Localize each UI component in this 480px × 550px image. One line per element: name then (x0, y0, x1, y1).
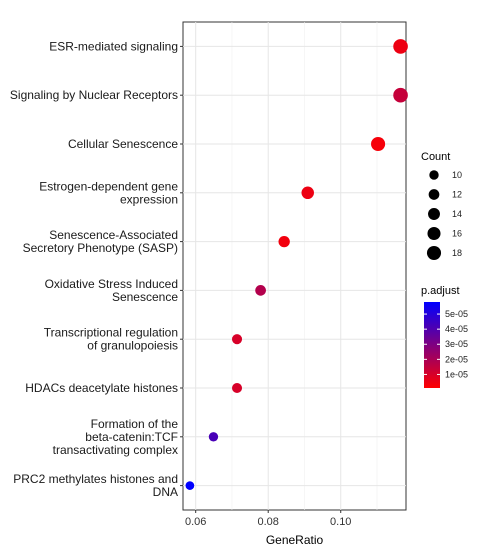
count-legend-key (427, 226, 441, 241)
x-tick-label: 0.08 (258, 516, 279, 528)
y-category-label-line: Senescence (112, 290, 178, 304)
y-category-label-line: transactivating complex (53, 443, 178, 457)
y-category-label-line: Formation of the (91, 417, 179, 431)
x-tick-label: 0.06 (185, 516, 206, 528)
y-category-label: PRC2 methylates histones and DNA (13, 472, 178, 499)
data-points (185, 39, 408, 490)
p-adjust-colorbar (424, 302, 440, 388)
y-category-label-line: expression (120, 192, 178, 206)
p-adjust-legend-label: 2e-05 (445, 354, 468, 364)
count-legend-label: 16 (452, 229, 462, 239)
y-category-label-line: Transcriptional regulation (44, 326, 178, 340)
p-adjust-legend-label: 4e-05 (445, 324, 468, 334)
y-category-label-line: DNA (153, 485, 178, 499)
count-legend-label: 14 (452, 209, 462, 219)
y-category-label: Cellular Senescence (68, 137, 178, 151)
p-adjust-legend-label: 5e-05 (445, 309, 468, 319)
count-legend-label: 12 (452, 190, 462, 200)
y-category-label-line: Senescence-Associated (49, 228, 178, 242)
data-point (231, 334, 243, 345)
y-category-label: ESR-mediated signaling (49, 39, 178, 53)
y-category-label-line: Secretory Phenotype (SASP) (23, 241, 178, 255)
y-category-label: Estrogen-dependent gene expression (39, 179, 178, 206)
count-legend-key (428, 189, 440, 200)
x-axis: 0.06 0.08 0.10 (185, 510, 351, 528)
x-tick-label: 0.10 (330, 516, 351, 528)
count-legend-key (428, 208, 440, 220)
y-category-label: Formation of the beta-catenin:TCF transact… (53, 417, 179, 457)
x-axis-title: GeneRatio (266, 533, 324, 547)
count-legend-key (426, 245, 442, 261)
data-point (371, 136, 386, 152)
y-category-label-line: Cellular Senescence (68, 137, 178, 151)
y-category-label: Signaling by Nuclear Receptors (10, 88, 178, 102)
p-adjust-legend: p.adjust 5e-05 4e-05 3e-05 2e-05 1e-05 (421, 285, 468, 388)
plot-panel (182, 21, 407, 511)
data-point (393, 87, 408, 103)
y-category-label-line: Oxidative Stress Induced (45, 277, 178, 291)
p-adjust-legend-label: 1e-05 (445, 369, 468, 379)
count-legend-key (429, 170, 439, 180)
data-point (231, 382, 243, 394)
count-legend-title: Count (421, 151, 450, 163)
y-category-label-line: Estrogen-dependent gene (39, 179, 178, 193)
y-category-label: HDACs deacetylate histones (25, 381, 178, 395)
count-legend-label: 18 (452, 248, 462, 258)
y-category-label-line: HDACs deacetylate histones (25, 381, 178, 395)
data-point (208, 432, 219, 442)
y-category-label: Transcriptional regulation of granulopoie… (44, 326, 178, 353)
grid-lines (183, 22, 406, 510)
y-axis-labels: ESR-mediated signaling Signaling by Nucle… (10, 39, 183, 499)
count-legend-label: 10 (452, 170, 462, 180)
y-category-label-line: ESR-mediated signaling (49, 39, 178, 53)
y-category-label-line: PRC2 methylates histones and (13, 472, 178, 486)
y-category-label: Senescence-Associated Secretory Phenotype… (23, 228, 178, 255)
data-point (278, 235, 290, 248)
p-adjust-legend-label: 3e-05 (445, 339, 468, 349)
y-category-label-line: Signaling by Nuclear Receptors (10, 88, 178, 102)
y-category-label-line: of granulopoiesis (87, 339, 178, 353)
y-category-label: Oxidative Stress Induced Senescence (45, 277, 179, 304)
data-point (185, 481, 195, 490)
p-adjust-legend-title: p.adjust (421, 285, 460, 297)
data-point (393, 39, 408, 54)
data-point (255, 285, 266, 296)
data-point (301, 186, 314, 200)
y-category-label-line: beta-catenin:TCF (85, 430, 178, 444)
